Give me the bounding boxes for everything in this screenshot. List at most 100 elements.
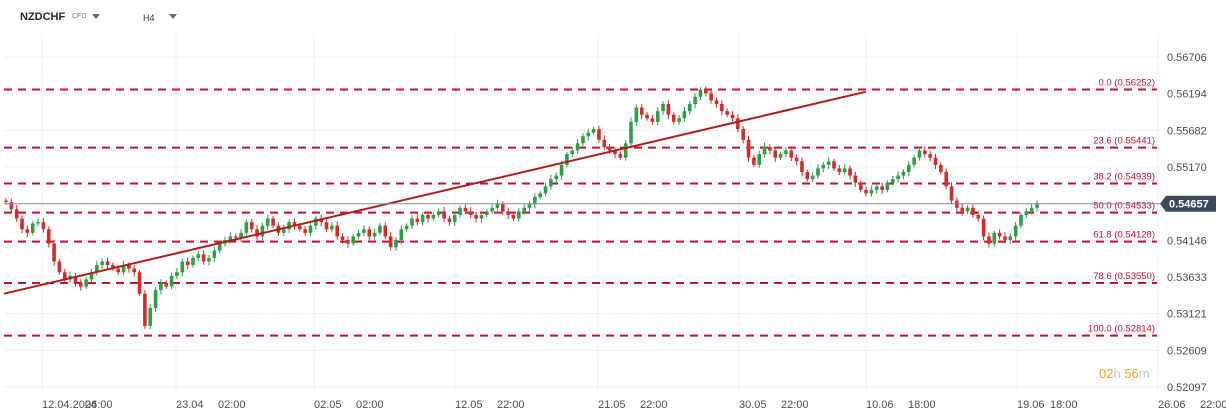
symbol-name[interactable]: NZDCHF [20,11,66,23]
candle-body [965,207,970,212]
candle-body [527,204,532,208]
candle-body [388,236,393,248]
x-tick-label: 22:00 [781,399,809,411]
candle-body [116,268,120,273]
candle-body [490,207,494,212]
candle-body [324,222,329,230]
candle-body [228,236,233,241]
fib-level-label: 78.6 (0.53550) [1093,271,1155,282]
candle-body [100,261,104,266]
candlestick-series [4,86,1039,330]
caret-down-icon[interactable] [92,14,100,19]
caret-down-icon[interactable] [169,14,177,19]
candle-body [175,272,179,276]
candle-body [543,186,548,194]
candle-body [703,89,708,94]
candle-body [784,150,788,155]
candle-body [741,129,745,140]
candle-body [1019,214,1023,226]
candle-body [474,214,478,219]
candle-body [383,225,388,237]
candle-body [522,207,526,212]
candle-body [757,154,762,165]
candle-body [805,171,810,180]
candle-body [1029,207,1034,212]
candle-body [148,308,153,326]
candle-body [303,229,307,233]
candle-body [928,154,932,158]
candle-body [36,222,40,224]
candle-body [137,272,142,294]
y-tick-label: 0.55170 [1167,162,1207,174]
chart-toolbar: NZDCHF CFD H4 [0,0,300,34]
candle-body [666,103,671,115]
candle-body [495,204,500,208]
x-tick-label: 22:00 [497,399,525,411]
candle-body [586,132,591,137]
candle-body [463,207,468,212]
candle-body [335,225,340,237]
candle-body [394,240,398,248]
candle-body [816,168,820,176]
candle-body [89,272,94,280]
x-tick-label: 12.05 [455,399,483,411]
y-tick-label: 0.52097 [1167,382,1207,394]
candle-body [768,146,772,151]
instrument-type-badge: CFD [72,13,87,20]
candle-body [260,225,265,237]
candle-body [885,182,890,190]
candle-body [14,209,19,219]
candle-body [132,268,137,273]
candle-body [308,225,313,233]
candle-body [538,193,542,198]
fibonacci-retracement[interactable]: 0.0 (0.56252) 23.6 (0.55441) 38.2 (0.54939… [4,78,1157,337]
candle-body [180,261,185,273]
candle-body [479,214,484,219]
candle-body [778,154,783,158]
candle-body [265,218,270,226]
candle-body [853,175,858,183]
candle-body [46,229,51,244]
current-price-badge [1160,195,1216,212]
candle-body [25,229,30,233]
candle-body [362,229,366,233]
candle-body [971,207,975,215]
candle-body [196,254,201,258]
candle-body [960,207,965,212]
candle-body [244,222,249,233]
candle-body [57,261,62,273]
x-tick-label: 22:00 [1200,399,1226,411]
candle-body [939,164,943,172]
candle-body [912,157,916,165]
candle-body [752,157,756,165]
candle-body [869,189,874,194]
candle-body [858,182,863,190]
countdown-hours: 02 [1099,366,1114,381]
x-tick-label: 18:00 [908,399,936,411]
candle-body [714,100,719,104]
timeframe-selector[interactable]: H4 [143,13,155,23]
candle-body [330,225,334,230]
fib-level-label: 38.2 (0.54939) [1093,172,1155,183]
x-tick-label: 22:00 [640,399,668,411]
candle-body [549,179,553,187]
candle-body [281,229,286,233]
candle-body [447,218,452,223]
candle-body [442,211,446,219]
candle-body [436,211,441,215]
candle-body [981,218,986,237]
candle-body [143,293,147,326]
trendline[interactable] [3,90,866,295]
x-tick-label: 30.05 [739,399,767,411]
candle-body [41,222,46,230]
x-tick-label: 26.06 [1158,399,1186,411]
candle-body [95,265,99,273]
candle-body [351,236,356,244]
candle-body [693,96,697,104]
candle-body [84,279,88,287]
y-tick-label: 0.56194 [1167,89,1207,101]
candle-body [239,232,243,238]
candle-body [837,168,842,172]
candle-body [671,114,676,122]
